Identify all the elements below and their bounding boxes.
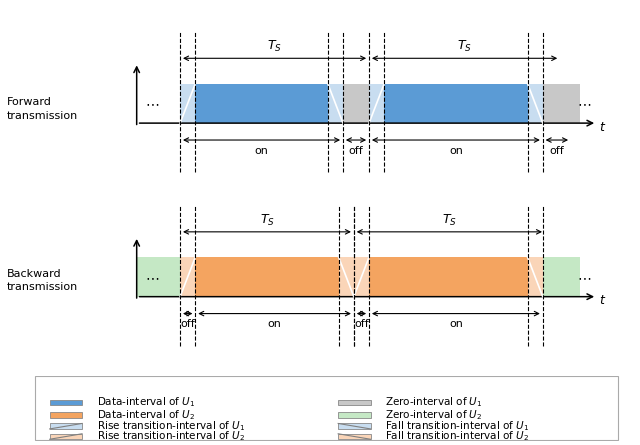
Bar <box>343 84 369 123</box>
Bar <box>527 84 543 123</box>
Bar <box>338 400 371 405</box>
Text: off: off <box>550 146 564 156</box>
Bar <box>369 257 527 297</box>
Text: $T_S$: $T_S$ <box>259 213 275 228</box>
Text: Fall transition-interval of $U_1$: Fall transition-interval of $U_1$ <box>385 419 529 433</box>
Text: $\cdots$: $\cdots$ <box>577 97 591 110</box>
Bar <box>50 424 82 429</box>
Text: $\cdots$: $\cdots$ <box>577 270 591 284</box>
Bar <box>338 434 371 439</box>
Bar <box>384 84 527 123</box>
Bar <box>339 257 354 297</box>
Text: Rise transition-interval of $U_2$: Rise transition-interval of $U_2$ <box>97 429 244 443</box>
Text: $t$: $t$ <box>599 121 607 134</box>
Text: Data-interval of $U_2$: Data-interval of $U_2$ <box>97 409 195 422</box>
Text: off: off <box>354 319 369 329</box>
Bar <box>195 257 339 297</box>
Text: Rise transition-interval of $U_1$: Rise transition-interval of $U_1$ <box>97 419 245 433</box>
Text: on: on <box>255 146 269 156</box>
Bar <box>50 434 82 439</box>
Text: Forward
transmission: Forward transmission <box>6 97 77 121</box>
Bar <box>543 257 580 297</box>
Bar <box>137 257 195 297</box>
Bar <box>195 84 328 123</box>
Text: $T_S$: $T_S$ <box>267 39 282 54</box>
Bar <box>180 84 195 123</box>
Text: Backward
transmission: Backward transmission <box>6 269 77 292</box>
Bar <box>180 257 195 297</box>
Text: on: on <box>449 146 463 156</box>
Text: off: off <box>180 319 195 329</box>
Bar <box>50 413 82 418</box>
Bar <box>338 424 371 429</box>
Text: Fall transition-interval of $U_2$: Fall transition-interval of $U_2$ <box>385 429 529 443</box>
Bar <box>369 84 384 123</box>
Bar <box>354 257 369 297</box>
Text: $\cdots$: $\cdots$ <box>145 270 159 284</box>
Text: off: off <box>349 146 364 156</box>
Text: on: on <box>449 319 463 329</box>
Bar <box>50 400 82 405</box>
Text: $T_S$: $T_S$ <box>457 39 472 54</box>
Text: $T_S$: $T_S$ <box>442 213 457 228</box>
Bar <box>543 84 580 123</box>
Bar <box>527 257 543 297</box>
Text: on: on <box>268 319 282 329</box>
Bar <box>338 413 371 418</box>
Bar <box>354 257 369 297</box>
Text: $t$: $t$ <box>599 295 607 307</box>
Text: Zero-interval of $U_1$: Zero-interval of $U_1$ <box>385 396 483 409</box>
Text: Data-interval of $U_1$: Data-interval of $U_1$ <box>97 396 195 409</box>
Bar <box>328 84 343 123</box>
Text: Zero-interval of $U_2$: Zero-interval of $U_2$ <box>385 409 483 422</box>
Text: $\cdots$: $\cdots$ <box>145 97 159 110</box>
